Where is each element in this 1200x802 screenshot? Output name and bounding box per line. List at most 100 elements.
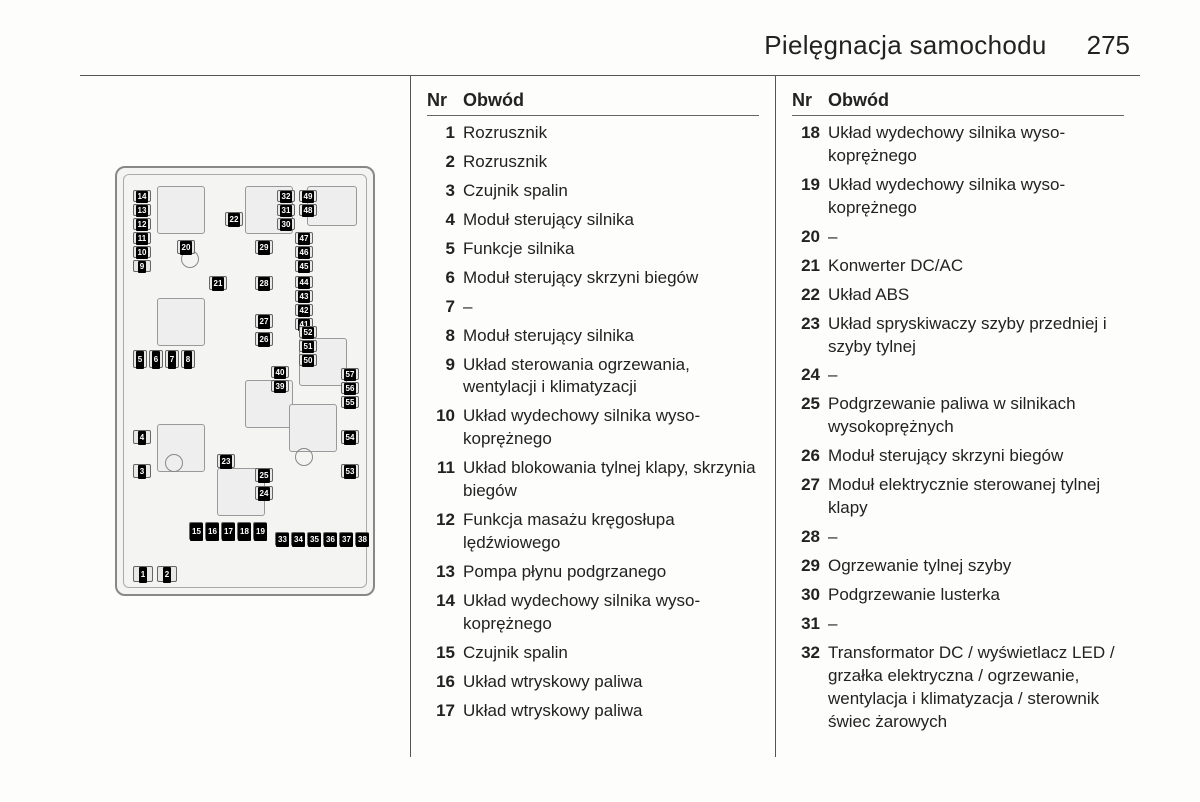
table-row: 20– bbox=[792, 226, 1124, 249]
fuse-label: 35 bbox=[307, 532, 321, 546]
fuse-label: 13 bbox=[133, 204, 151, 216]
table-header: Nr Obwód bbox=[792, 90, 1124, 116]
table-row: 7– bbox=[427, 296, 759, 319]
table-body-1: 1Rozrusznik2Rozrusznik3Czujnik spalin4Mo… bbox=[427, 122, 759, 723]
fuse-label: 57 bbox=[341, 368, 359, 380]
fuse-number: 30 bbox=[792, 584, 828, 607]
fuse-desc: Moduł sterujący skrzyni biegów bbox=[828, 445, 1124, 468]
fuse-number: 18 bbox=[792, 122, 828, 168]
fuse-label: 16 bbox=[205, 522, 219, 540]
fuse-desc: Moduł sterujący skrzyni biegów bbox=[463, 267, 759, 290]
th-desc: Obwód bbox=[828, 90, 889, 111]
diagram-column: 1413121110932313049482220294746452128444… bbox=[80, 76, 410, 757]
fuse-desc: Układ wtryskowy paliwa bbox=[463, 700, 759, 723]
fuse-label: 7 bbox=[165, 350, 179, 368]
fuse-label: 17 bbox=[221, 522, 235, 540]
fuse-label: 53 bbox=[341, 464, 359, 478]
fuse-label: 51 bbox=[299, 340, 317, 352]
relay-block bbox=[157, 298, 205, 346]
fuse-label: 44 bbox=[295, 276, 313, 288]
fuse-number: 25 bbox=[792, 393, 828, 439]
fuse-number: 26 bbox=[792, 445, 828, 468]
fuse-desc: Układ blokowania tylnej klapy, skrzynia … bbox=[463, 457, 759, 503]
table-row: 13Pompa płynu podgrzanego bbox=[427, 561, 759, 584]
table-row: 27Moduł elektrycznie sterowanej tylnej k… bbox=[792, 474, 1124, 520]
content-row: 1413121110932313049482220294746452128444… bbox=[80, 75, 1140, 757]
fuse-label: 18 bbox=[237, 522, 251, 540]
fuse-desc: Moduł sterujący silnika bbox=[463, 209, 759, 232]
fuse-number: 3 bbox=[427, 180, 463, 203]
table-row: 31– bbox=[792, 613, 1124, 636]
table-row: 23Układ spryskiwaczy szyby przed­niej i … bbox=[792, 313, 1124, 359]
fuse-desc: Układ wtryskowy paliwa bbox=[463, 671, 759, 694]
fuse-number: 4 bbox=[427, 209, 463, 232]
fuse-number: 13 bbox=[427, 561, 463, 584]
table-row: 17Układ wtryskowy paliwa bbox=[427, 700, 759, 723]
fuse-desc: Pompa płynu podgrzanego bbox=[463, 561, 759, 584]
table-row: 3Czujnik spalin bbox=[427, 180, 759, 203]
fuse-number: 23 bbox=[792, 313, 828, 359]
table-row: 24– bbox=[792, 364, 1124, 387]
fuse-number: 21 bbox=[792, 255, 828, 278]
fuse-label: 10 bbox=[133, 246, 151, 258]
fuse-label: 3 bbox=[133, 464, 151, 478]
table-row: 16Układ wtryskowy paliwa bbox=[427, 671, 759, 694]
fuse-label: 33 bbox=[275, 532, 289, 546]
fuse-table-2: Nr Obwód 18Układ wydechowy silnika wyso­… bbox=[792, 90, 1124, 734]
fuse-label: 11 bbox=[133, 232, 151, 244]
fuse-number: 31 bbox=[792, 613, 828, 636]
fuse-desc: Czujnik spalin bbox=[463, 642, 759, 665]
fuse-label: 56 bbox=[341, 382, 359, 394]
fuse-label: 5 bbox=[133, 350, 147, 368]
fuse-desc: Układ sterowania ogrzewania, wentylacji … bbox=[463, 354, 759, 400]
table-row: 22Układ ABS bbox=[792, 284, 1124, 307]
table-body-2: 18Układ wydechowy silnika wyso­koprężneg… bbox=[792, 122, 1124, 734]
fuse-label: 29 bbox=[255, 240, 273, 254]
fuse-label: 9 bbox=[133, 260, 151, 272]
fuse-number: 20 bbox=[792, 226, 828, 249]
fuse-number: 6 bbox=[427, 267, 463, 290]
fuse-number: 32 bbox=[792, 642, 828, 734]
th-num: Nr bbox=[792, 90, 828, 111]
fuse-desc: Rozrusznik bbox=[463, 151, 759, 174]
table-row: 25Podgrzewanie paliwa w silnikach wysoko… bbox=[792, 393, 1124, 439]
fuse-label: 2 bbox=[157, 566, 177, 582]
table-header: Nr Obwód bbox=[427, 90, 759, 116]
fuse-number: 2 bbox=[427, 151, 463, 174]
fuse-label: 8 bbox=[181, 350, 195, 368]
fuse-label: 39 bbox=[271, 380, 289, 392]
fuse-label: 38 bbox=[355, 532, 369, 546]
fuse-desc: Czujnik spalin bbox=[463, 180, 759, 203]
page: Pielęgnacja samochodu 275 14131211109323… bbox=[0, 0, 1200, 802]
table-row: 15Czujnik spalin bbox=[427, 642, 759, 665]
fuse-desc: – bbox=[828, 613, 1124, 636]
fuse-label: 45 bbox=[295, 260, 313, 272]
fuse-number: 8 bbox=[427, 325, 463, 348]
th-desc: Obwód bbox=[463, 90, 524, 111]
fuse-number: 7 bbox=[427, 296, 463, 319]
fuse-desc: Układ ABS bbox=[828, 284, 1124, 307]
fuse-label: 43 bbox=[295, 290, 313, 302]
fuse-number: 24 bbox=[792, 364, 828, 387]
th-num: Nr bbox=[427, 90, 463, 111]
table-row: 29Ogrzewanie tylnej szyby bbox=[792, 555, 1124, 578]
fuse-desc: – bbox=[828, 364, 1124, 387]
fuse-label: 32 bbox=[277, 190, 295, 202]
fuse-label: 47 bbox=[295, 232, 313, 244]
fuse-number: 29 bbox=[792, 555, 828, 578]
fuse-label: 22 bbox=[225, 212, 243, 226]
table-row: 18Układ wydechowy silnika wyso­koprężneg… bbox=[792, 122, 1124, 168]
fuse-label: 6 bbox=[149, 350, 163, 368]
table-row: 4Moduł sterujący silnika bbox=[427, 209, 759, 232]
fuse-number: 1 bbox=[427, 122, 463, 145]
fuse-desc: Transformator DC / wyświetlacz LED / grz… bbox=[828, 642, 1124, 734]
fuse-label: 31 bbox=[277, 204, 295, 216]
fuse-label: 4 bbox=[133, 430, 151, 444]
table-row: 12Funkcja masażu kręgosłupa lędźwiowego bbox=[427, 509, 759, 555]
fuse-number: 12 bbox=[427, 509, 463, 555]
fuse-label: 48 bbox=[299, 204, 317, 216]
table-row: 9Układ sterowania ogrzewania, wentylacji… bbox=[427, 354, 759, 400]
fuse-label: 50 bbox=[299, 354, 317, 366]
fuse-number: 5 bbox=[427, 238, 463, 261]
table-row: 5Funkcje silnika bbox=[427, 238, 759, 261]
